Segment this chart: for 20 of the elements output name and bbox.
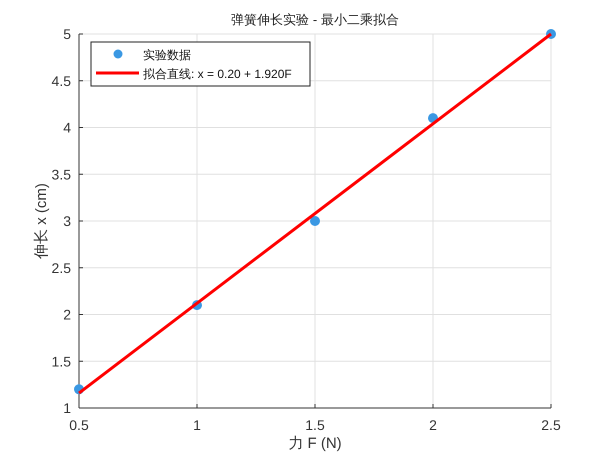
ytick: 2 [63,306,71,322]
ytick: 1.5 [52,353,71,370]
ytick: 1 [63,400,71,416]
xtick: 2.5 [541,417,561,433]
ytick: 4.5 [52,72,71,89]
xtick: 1 [193,417,201,433]
ytick: 5 [63,26,71,42]
point [310,216,320,226]
ytick: 2.5 [52,260,71,276]
xtick: 0.5 [69,417,89,433]
legend-label: 拟合直线: x = 0.20 + 1.920F [143,67,292,81]
chart-title: 弹簧伸长实验 - 最小二乘拟合 [231,12,399,27]
ytick: 4 [63,120,71,136]
xtick: 1.5 [305,417,325,433]
legend-label: 实验数据 [143,48,191,62]
x-axis-title: 力 F (N) [288,435,342,452]
ytick: 3 [63,213,71,229]
ytick: 3.5 [52,166,71,182]
y-axis-title: 伸长 x (cm) [33,183,50,260]
xtick: 2 [429,417,437,433]
